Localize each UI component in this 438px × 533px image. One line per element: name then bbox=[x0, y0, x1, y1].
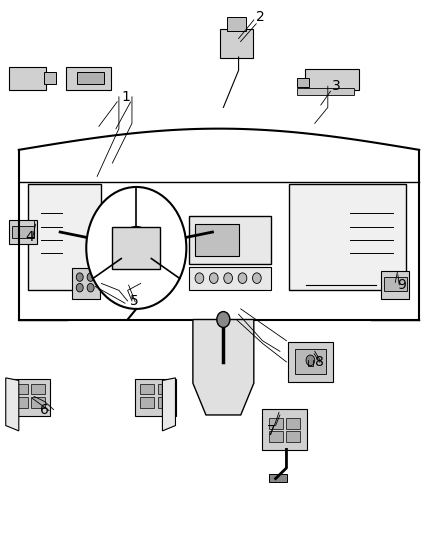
FancyBboxPatch shape bbox=[12, 226, 35, 238]
FancyBboxPatch shape bbox=[188, 216, 271, 264]
FancyBboxPatch shape bbox=[289, 184, 406, 290]
FancyBboxPatch shape bbox=[9, 220, 37, 244]
FancyBboxPatch shape bbox=[384, 277, 406, 291]
Polygon shape bbox=[162, 378, 176, 431]
Text: 3: 3 bbox=[332, 79, 341, 93]
FancyBboxPatch shape bbox=[261, 409, 307, 450]
Circle shape bbox=[128, 284, 135, 292]
Text: 5: 5 bbox=[130, 294, 138, 308]
FancyBboxPatch shape bbox=[32, 384, 46, 394]
FancyBboxPatch shape bbox=[286, 431, 300, 442]
FancyBboxPatch shape bbox=[297, 88, 354, 95]
FancyBboxPatch shape bbox=[114, 268, 141, 300]
Circle shape bbox=[119, 227, 154, 269]
FancyBboxPatch shape bbox=[305, 69, 359, 90]
FancyBboxPatch shape bbox=[297, 78, 309, 87]
FancyBboxPatch shape bbox=[113, 227, 160, 269]
FancyBboxPatch shape bbox=[188, 266, 271, 290]
Circle shape bbox=[195, 273, 204, 284]
FancyBboxPatch shape bbox=[140, 384, 154, 394]
FancyBboxPatch shape bbox=[227, 17, 246, 31]
Circle shape bbox=[86, 187, 186, 309]
FancyBboxPatch shape bbox=[220, 29, 253, 58]
FancyBboxPatch shape bbox=[268, 474, 287, 482]
FancyBboxPatch shape bbox=[9, 67, 46, 90]
Circle shape bbox=[87, 284, 94, 292]
FancyBboxPatch shape bbox=[45, 72, 56, 84]
Text: 9: 9 bbox=[397, 278, 406, 292]
Text: 7: 7 bbox=[267, 424, 276, 438]
FancyBboxPatch shape bbox=[14, 397, 28, 408]
FancyBboxPatch shape bbox=[195, 224, 239, 256]
FancyBboxPatch shape bbox=[72, 268, 100, 300]
Circle shape bbox=[253, 273, 261, 284]
Circle shape bbox=[117, 284, 124, 292]
Circle shape bbox=[224, 273, 233, 284]
Circle shape bbox=[128, 273, 135, 281]
Circle shape bbox=[209, 273, 218, 284]
Text: 6: 6 bbox=[40, 402, 49, 417]
Circle shape bbox=[217, 312, 230, 327]
Circle shape bbox=[306, 355, 315, 366]
Circle shape bbox=[105, 281, 112, 289]
FancyBboxPatch shape bbox=[381, 271, 409, 300]
Circle shape bbox=[76, 273, 83, 281]
FancyBboxPatch shape bbox=[288, 342, 333, 382]
FancyBboxPatch shape bbox=[77, 72, 104, 84]
Text: 2: 2 bbox=[256, 10, 265, 25]
Circle shape bbox=[238, 273, 247, 284]
FancyBboxPatch shape bbox=[28, 184, 102, 290]
Circle shape bbox=[117, 273, 124, 281]
Circle shape bbox=[87, 273, 94, 281]
Text: 4: 4 bbox=[25, 230, 34, 244]
FancyBboxPatch shape bbox=[295, 349, 326, 374]
Circle shape bbox=[76, 284, 83, 292]
FancyBboxPatch shape bbox=[268, 431, 283, 442]
Polygon shape bbox=[6, 378, 19, 431]
FancyBboxPatch shape bbox=[135, 379, 177, 416]
Polygon shape bbox=[193, 319, 254, 415]
FancyBboxPatch shape bbox=[158, 397, 172, 408]
FancyBboxPatch shape bbox=[14, 384, 28, 394]
FancyBboxPatch shape bbox=[158, 384, 172, 394]
Text: 8: 8 bbox=[314, 355, 324, 369]
Text: 1: 1 bbox=[121, 90, 130, 104]
FancyBboxPatch shape bbox=[268, 418, 283, 429]
FancyBboxPatch shape bbox=[286, 418, 300, 429]
FancyBboxPatch shape bbox=[140, 397, 154, 408]
FancyBboxPatch shape bbox=[32, 397, 46, 408]
FancyBboxPatch shape bbox=[9, 379, 50, 416]
FancyBboxPatch shape bbox=[66, 67, 111, 90]
